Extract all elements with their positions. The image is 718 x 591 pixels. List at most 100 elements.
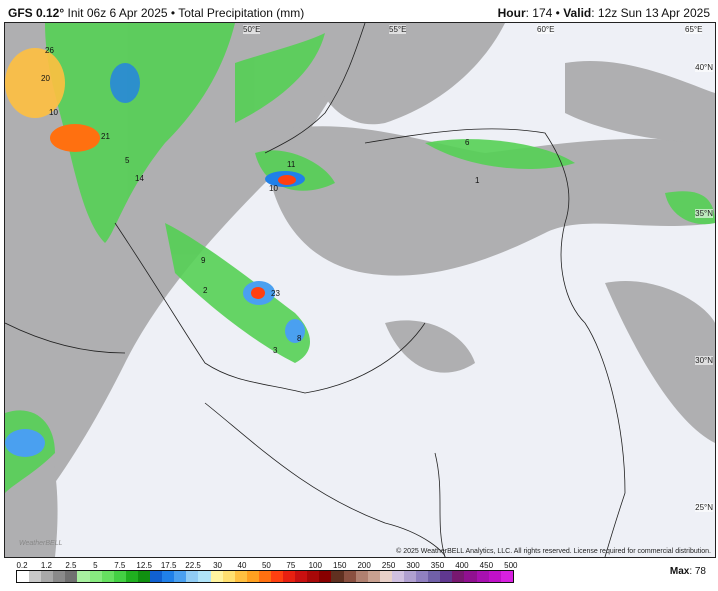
contour-label: 23 [271, 289, 280, 298]
legend-tick-label: 200 [357, 561, 371, 570]
legend-color-swatch [162, 571, 175, 582]
legend-tick-label: 1.2 [40, 561, 52, 570]
legend-color-swatch [488, 571, 501, 582]
longitude-label: 50°E [243, 25, 261, 34]
legend-color-swatch [29, 571, 42, 582]
legend-color-swatch [210, 571, 223, 582]
contour-labels: 26 20 10 21 14 11 10 23 9 5 3 1 6 2 8 [41, 46, 480, 355]
max-value: Max: 78 [669, 566, 706, 577]
legend-color-swatch [150, 571, 163, 582]
legend-tick-label: 300 [406, 561, 420, 570]
legend-tick-label: 7.5 [114, 561, 126, 570]
legend-tick-label: 50 [261, 561, 271, 570]
legend-color-swatch [113, 571, 126, 582]
max-number: 78 [694, 566, 706, 577]
legend-color-swatch [428, 571, 441, 582]
legend-color-swatch [283, 571, 296, 582]
legend-tick-label: 100 [308, 561, 322, 570]
legend-color-swatch [222, 571, 235, 582]
valid-label: Valid [563, 6, 592, 20]
legend-color-swatch [258, 571, 271, 582]
legend-tick-label: 400 [455, 561, 469, 570]
legend-color-swatch [295, 571, 308, 582]
map-canvas: 26 20 10 21 14 11 10 23 9 5 3 1 6 2 8 [5, 23, 715, 557]
legend-color-swatch [440, 571, 453, 582]
legend-color-swatch [53, 571, 66, 582]
legend-color-swatch [404, 571, 417, 582]
contour-label: 11 [287, 160, 296, 169]
legend-tick-label: 2.5 [65, 561, 77, 570]
legend-color-swatch [367, 571, 380, 582]
longitude-label: 60°E [537, 25, 555, 34]
legend-color-swatch [65, 571, 78, 582]
longitude-label: 65°E [685, 25, 703, 34]
legend-color-swatch [331, 571, 344, 582]
legend-color-swatch [452, 571, 465, 582]
legend-color-swatch [379, 571, 392, 582]
contour-label: 10 [269, 184, 278, 193]
legend-color-swatch [464, 571, 477, 582]
contour-label: 5 [125, 156, 130, 165]
contour-label: 8 [297, 334, 302, 343]
legend-color-swatch [186, 571, 199, 582]
legend-tick-label: 150 [333, 561, 347, 570]
contour-label: 2 [203, 286, 208, 295]
legend-tick-label: 250 [381, 561, 396, 570]
contour-label: 3 [273, 346, 278, 355]
legend-color-swatch [270, 571, 284, 582]
legend-color-swatch [174, 571, 187, 582]
legend-tick-label: 500 [504, 561, 518, 570]
legend-color-swatch [137, 571, 151, 582]
init-time: Init 06z 6 Apr 2025 [67, 6, 168, 20]
copyright-notice: © 2025 WeatherBELL Analytics, LLC. All r… [396, 548, 711, 555]
contour-label: 10 [49, 108, 58, 117]
valid-value: 12z Sun 13 Apr 2025 [597, 6, 710, 20]
legend-tick-label: 17.5 [160, 561, 177, 570]
legend-color-swatch [101, 571, 114, 582]
latitude-label: 25°N [695, 503, 713, 512]
contour-label: 21 [101, 132, 110, 141]
legend-color-swatch [500, 571, 513, 582]
separator: • [170, 6, 176, 20]
contour-label: 20 [41, 74, 50, 83]
legend-ticks: 0.2 1.2 2.5 5 7.5 12.5 17.5 22.5 30 40 50 75 100 150 2… [0, 561, 520, 571]
contour-label: 14 [135, 174, 144, 183]
legend-color-swatch [198, 571, 211, 582]
legend-color-swatch [343, 571, 356, 582]
legend-color-swatch [246, 571, 259, 582]
model-name: GFS 0.12° [8, 6, 65, 20]
weatherbell-logo: WeatherBELL [19, 540, 63, 547]
map-title: GFS 0.12° Init 06z 6 Apr 2025 • Total Pr… [8, 6, 304, 20]
legend-color-swatch [416, 571, 429, 582]
hour-label: Hour [497, 6, 526, 20]
product-name: Total Precipitation (mm) [178, 6, 305, 20]
legend-tick-label: 75 [286, 561, 296, 570]
legend-color-swatch [125, 571, 138, 582]
legend-tick-label: 350 [430, 561, 445, 570]
legend-tick-label: 5 [93, 561, 98, 570]
legend-color-swatch [307, 571, 320, 582]
latitude-label: 30°N [695, 356, 713, 365]
contour-label: 26 [45, 46, 54, 55]
legend-color-swatch [355, 571, 368, 582]
legend-color-swatch [319, 571, 332, 582]
latitude-label: 35°N [695, 209, 713, 218]
contour-label: 1 [475, 176, 480, 185]
legend-tick-label: 450 [479, 561, 494, 570]
separator: • [555, 6, 560, 20]
legend-tick-label: 40 [237, 561, 247, 570]
contour-label: 6 [465, 138, 470, 147]
longitude-label: 55°E [389, 25, 407, 34]
color-scale-bar [16, 570, 514, 583]
legend-color-swatch [41, 571, 54, 582]
legend-color-swatch [391, 571, 404, 582]
latitude-label: 40°N [695, 63, 713, 72]
legend-color-swatch [234, 571, 247, 582]
precipitation-map[interactable]: 26 20 10 21 14 11 10 23 9 5 3 1 6 2 8 50… [4, 22, 716, 558]
heavy-precip-areas [5, 48, 305, 457]
legend-color-swatch [476, 571, 489, 582]
legend-tick-label: 0.2 [16, 561, 28, 570]
legend-tick-label: 22.5 [185, 561, 201, 570]
max-label: Max [669, 566, 690, 577]
legend-tick-label: 12.5 [136, 561, 152, 570]
